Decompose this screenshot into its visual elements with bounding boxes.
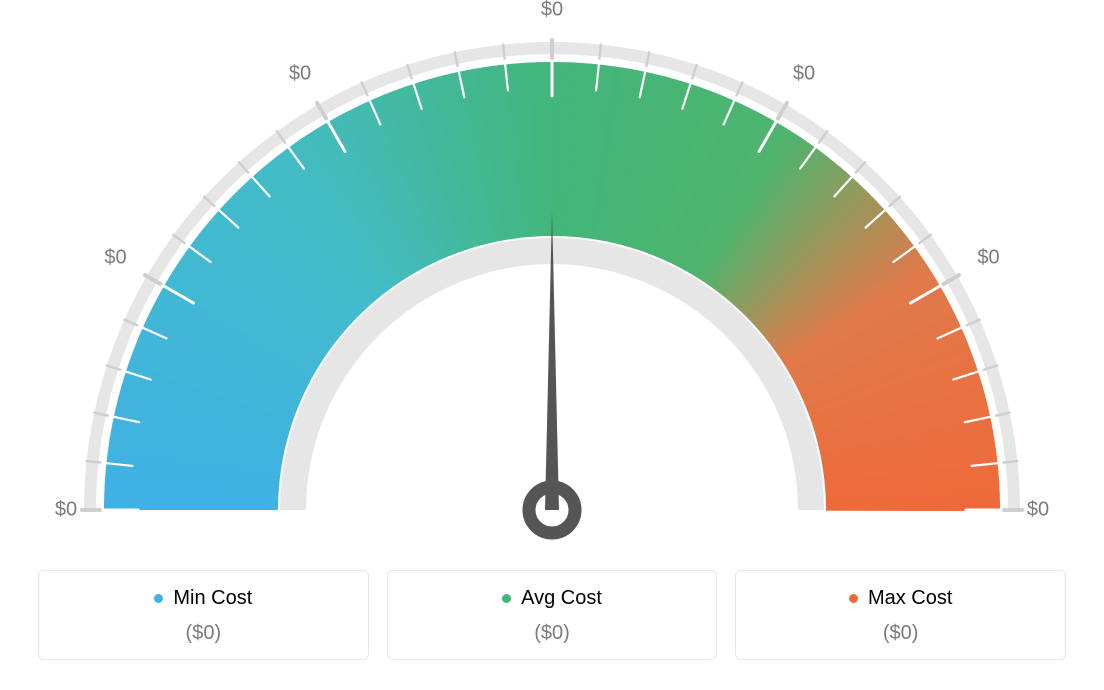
- legend-value-min: ($0): [49, 622, 358, 645]
- gauge-tick-label: $0: [977, 247, 999, 270]
- legend-card-max: Max Cost ($0): [735, 570, 1066, 660]
- gauge-chart: $0 $0 $0 $0 $0 $0 $0: [0, 0, 1104, 560]
- legend-label-max: Max Cost: [868, 587, 952, 610]
- legend-title-max: Max Cost: [849, 587, 952, 610]
- legend-label-avg: Avg Cost: [521, 587, 602, 610]
- gauge-tick-label: $0: [289, 62, 311, 85]
- gauge-tick-label: $0: [1027, 499, 1049, 522]
- legend-row: Min Cost ($0) Avg Cost ($0) Max Cost ($0…: [38, 570, 1066, 660]
- gauge-tick-label: $0: [104, 247, 126, 270]
- legend-value-max: ($0): [746, 622, 1055, 645]
- legend-dot-min: [154, 594, 163, 603]
- legend-title-avg: Avg Cost: [502, 587, 602, 610]
- legend-dot-avg: [502, 594, 511, 603]
- legend-card-min: Min Cost ($0): [38, 570, 369, 660]
- legend-card-avg: Avg Cost ($0): [387, 570, 718, 660]
- gauge-tick-label: $0: [55, 499, 77, 522]
- legend-label-min: Min Cost: [173, 587, 252, 610]
- legend-title-min: Min Cost: [154, 587, 252, 610]
- gauge-tick-label: $0: [793, 62, 815, 85]
- cost-gauge-container: $0 $0 $0 $0 $0 $0 $0 Min Cost ($0) Avg Cost ($…: [0, 0, 1104, 690]
- legend-value-avg: ($0): [398, 622, 707, 645]
- legend-dot-max: [849, 594, 858, 603]
- gauge-tick-label: $0: [541, 0, 563, 22]
